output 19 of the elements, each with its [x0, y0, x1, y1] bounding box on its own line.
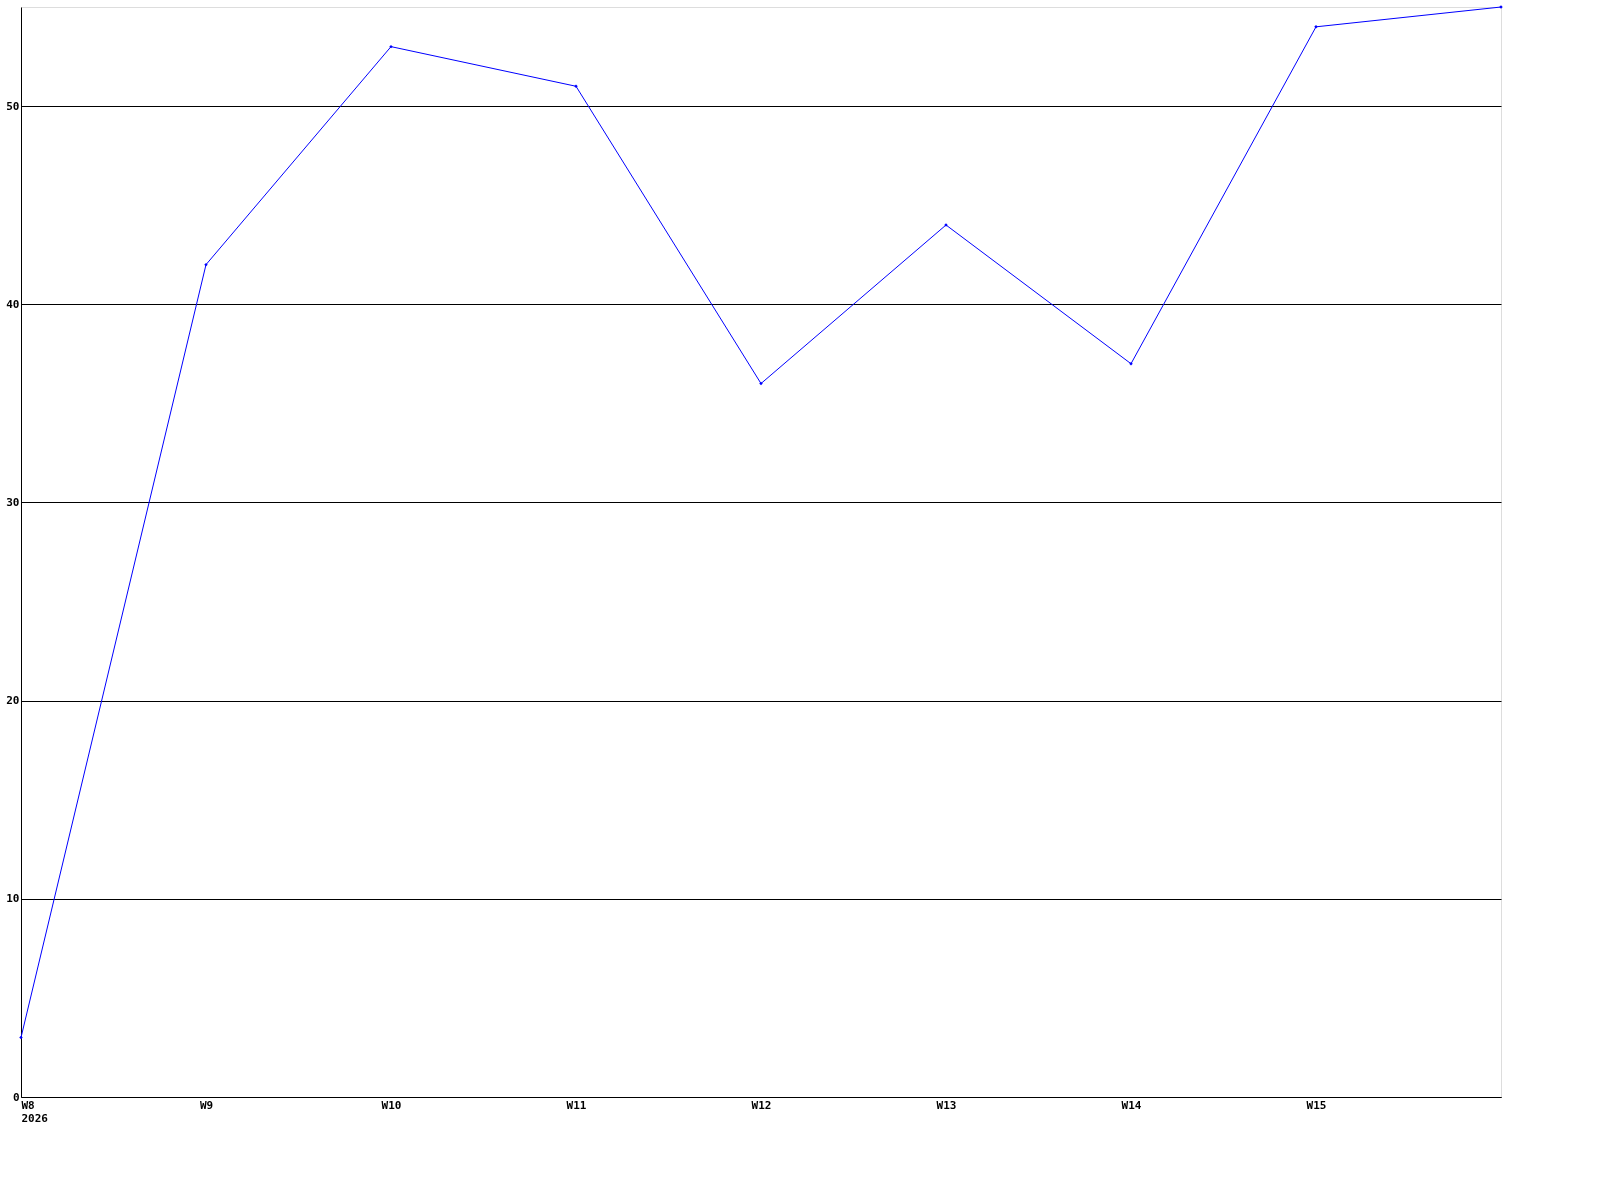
- y-tick-label: 30: [6, 495, 20, 509]
- x-tick-label: W10: [381, 1098, 402, 1112]
- x-tick-label: W13: [936, 1098, 957, 1112]
- x-tick-label: W12: [751, 1098, 772, 1112]
- y-tick-label: 10: [6, 892, 20, 906]
- point: [759, 381, 763, 386]
- point: [389, 44, 393, 49]
- point: [1129, 362, 1133, 366]
- y-tick-label: 40: [6, 297, 20, 311]
- point: [19, 1035, 23, 1040]
- point: [204, 262, 208, 267]
- x-tick-label: W9: [199, 1098, 214, 1112]
- y-tick-label: 50: [6, 99, 20, 113]
- y-tick-label: 20: [6, 694, 20, 708]
- x-tick-label: W14: [1121, 1098, 1142, 1112]
- x-tick-label: W15: [1306, 1098, 1327, 1112]
- x-tick-label: W11: [566, 1098, 587, 1112]
- y-tick-label: 0: [12, 1090, 20, 1104]
- x-tick-label: W8 2026: [21, 1098, 49, 1125]
